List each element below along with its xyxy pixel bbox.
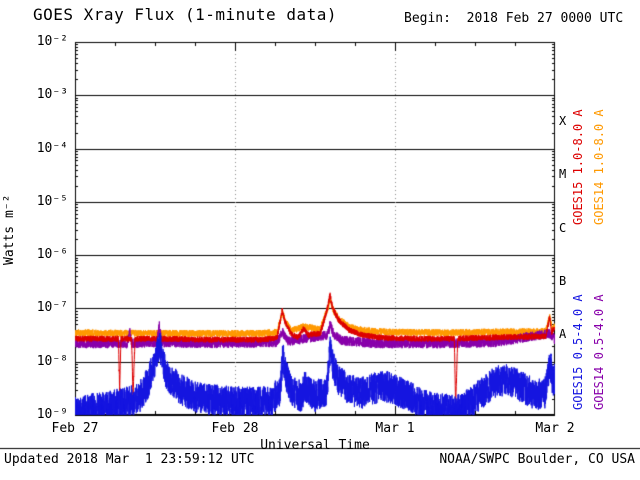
- flux-class-m-label: M: [559, 167, 567, 181]
- chart-title: GOES Xray Flux (1-minute data): [33, 5, 337, 24]
- y-tick-label: 10⁻⁴: [36, 141, 68, 156]
- begin-timestamp: Begin: 2018 Feb 27 0000 UTC: [404, 11, 624, 26]
- x-tick-label: Mar 2: [535, 421, 575, 436]
- legend-goes14-long-label: GOES14 1.0-8.0 A: [592, 109, 606, 225]
- updated-timestamp: Updated 2018 Mar 1 23:59:12 UTC: [4, 452, 255, 467]
- x-tick-label: Feb 27: [51, 421, 99, 436]
- y-tick-label: 10⁻⁹: [36, 407, 68, 422]
- legend-goes15-long-label: GOES15 1.0-8.0 A: [571, 109, 585, 225]
- y-axis-label: Watts m⁻²: [2, 194, 17, 266]
- y-tick-label: 10⁻³: [36, 87, 68, 102]
- flux-class-a-label: A: [559, 327, 567, 341]
- legend-goes14-short-label: GOES14 0.5-4.0 A: [592, 294, 606, 410]
- y-tick-label: 10⁻⁶: [36, 247, 68, 262]
- y-tick-label: 10⁻⁸: [36, 354, 68, 369]
- legend-goes15-short-label: GOES15 0.5-4.0 A: [571, 294, 585, 410]
- x-tick-label: Feb 28: [211, 421, 259, 436]
- y-tick-label: 10⁻⁷: [36, 300, 68, 315]
- y-tick-label: 10⁻²: [36, 34, 68, 49]
- y-tick-label: 10⁻⁵: [36, 194, 68, 209]
- flux-class-c-label: C: [559, 221, 567, 235]
- flux-class-x-label: X: [559, 114, 567, 128]
- credit-label: NOAA/SWPC Boulder, CO USA: [439, 452, 635, 467]
- x-tick-label: Mar 1: [375, 421, 415, 436]
- flux-class-b-label: B: [559, 274, 567, 288]
- x-axis-label: Universal Time: [260, 438, 370, 453]
